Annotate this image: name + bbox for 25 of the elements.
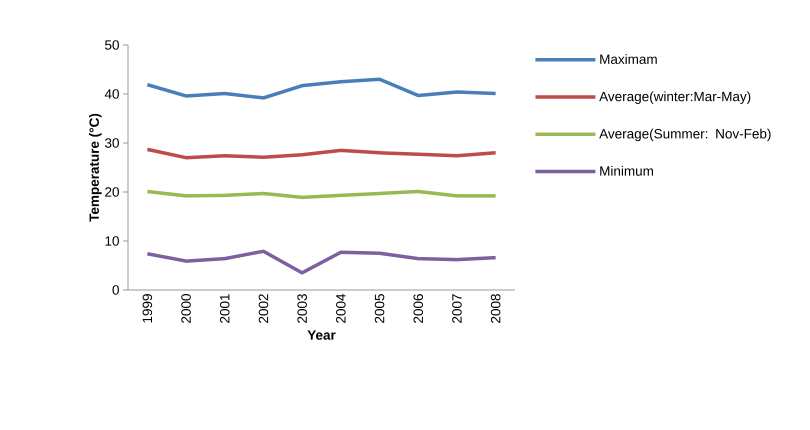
x-tick-label: 2008 [490,294,500,323]
x-tick-label: 2000 [181,294,191,323]
y-tick-label: 10 [105,236,119,246]
y-tick-label: 20 [105,187,119,197]
legend-label: Average(winter:Mar-May) [599,91,750,104]
x-tick-label: 2007 [452,294,462,323]
x-tick-label: 1999 [142,294,152,323]
line-series [146,148,498,160]
y-tick-label: 50 [105,40,119,50]
x-tick-label: 2004 [336,294,346,323]
line-series [146,250,498,275]
y-tick-label: 30 [104,138,119,148]
legend-label: Maximam [600,54,657,64]
x-tick-label: 2003 [297,294,307,323]
x-tick-label: 2001 [220,294,230,323]
y-tick-label: 0 [112,285,119,295]
legend-label: Minimum [600,166,654,176]
y-tick-label: 40 [104,89,119,99]
legend-label: Average(Summer: Nov-Feb) [599,128,771,142]
x-tick-label: 2006 [413,294,424,323]
x-axis-title: Year [307,330,336,340]
line-series [146,78,498,100]
y-axis-title: Temperature (°C) [89,114,102,222]
x-tick-label: 2002 [258,294,268,323]
x-tick-label: 2005 [374,294,384,323]
